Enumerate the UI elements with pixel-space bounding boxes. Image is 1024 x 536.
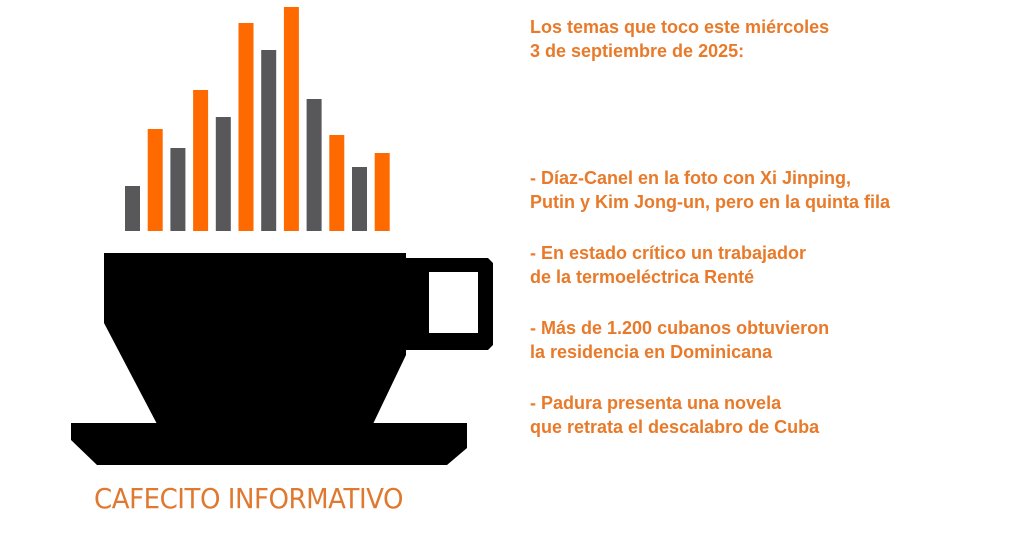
steam-bar (125, 186, 140, 231)
steam-bar (238, 23, 254, 231)
topic-line: - Díaz-Canel en la foto con Xi Jinping, (530, 168, 852, 188)
cup-handle-hole (429, 272, 478, 333)
topic-item: - Más de 1.200 cubanos obtuvieron la res… (530, 316, 829, 364)
topic-item: - Padura presenta una novela que retrata… (530, 391, 819, 439)
topic-line: Putin y Kim Jong-un, pero en la quinta f… (530, 192, 891, 212)
steam-bar (283, 7, 299, 231)
cup-body (104, 253, 406, 424)
steam-bar (147, 129, 163, 231)
topic-line: - En estado crítico un trabajador (530, 243, 807, 263)
steam-bar (261, 50, 277, 231)
steam-bar (306, 99, 322, 231)
steam-bar (215, 117, 231, 231)
topic-line: de la termoeléctrica Renté (530, 267, 755, 287)
topic-line: - Padura presenta una novela (530, 393, 782, 413)
steam-bar (329, 135, 345, 231)
steam-bar (374, 153, 390, 231)
heading: Los temas que toco este miércoles 3 de s… (530, 15, 829, 63)
steam-bar (170, 148, 186, 231)
heading-line-2: 3 de septiembre de 2025: (530, 41, 745, 61)
topic-item: - Díaz-Canel en la foto con Xi Jinping, … (530, 166, 890, 214)
coffee-cup-logo (71, 7, 493, 465)
saucer (71, 423, 467, 465)
brand-name: CAFECITO INFORMATIVO (94, 482, 404, 515)
steam-bars (125, 7, 390, 231)
topic-line: la residencia en Dominicana (530, 342, 773, 362)
topic-line: - Más de 1.200 cubanos obtuvieron (530, 318, 830, 338)
steam-bar (352, 167, 367, 231)
heading-line-1: Los temas que toco este miércoles (530, 17, 830, 37)
topic-item: - En estado crítico un trabajador de la … (530, 241, 806, 289)
topic-line: que retrata el descalabro de Cuba (530, 417, 820, 437)
steam-bar (193, 90, 209, 231)
